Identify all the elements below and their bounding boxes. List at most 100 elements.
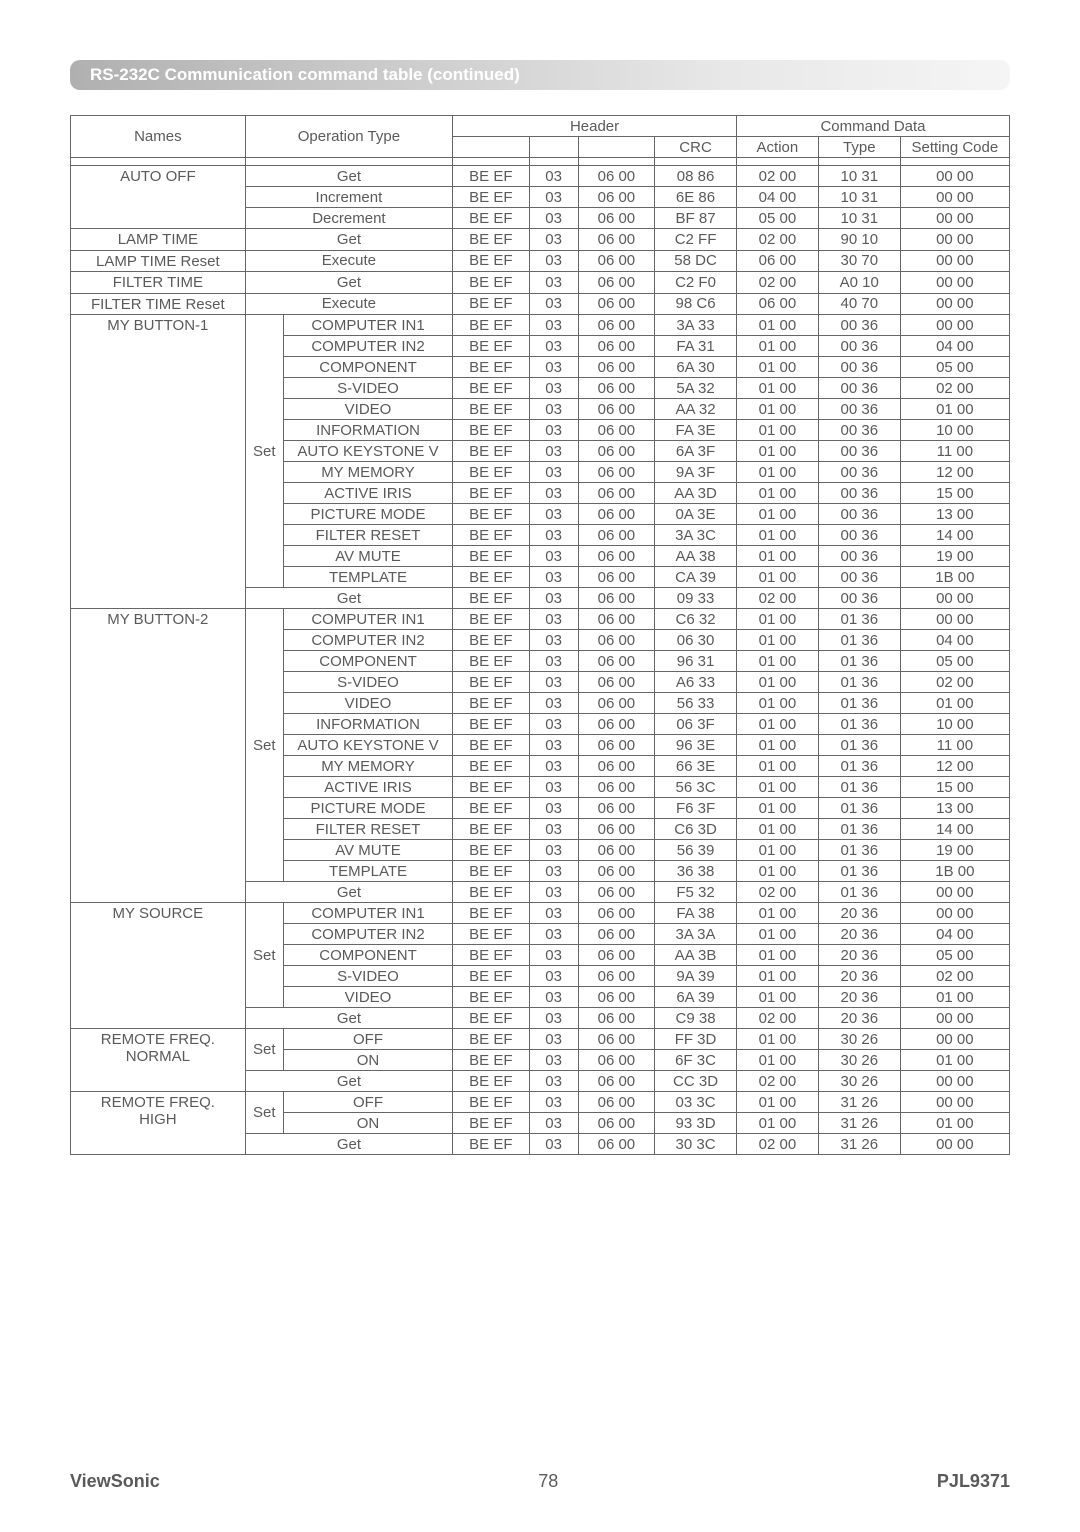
h3-cell: 06 00 bbox=[578, 525, 654, 546]
type-cell: 01 36 bbox=[818, 756, 900, 777]
th-names: Names bbox=[71, 116, 246, 158]
type-cell: 31 26 bbox=[818, 1113, 900, 1134]
type-cell: 31 26 bbox=[818, 1092, 900, 1113]
h1-cell: BE EF bbox=[453, 630, 529, 651]
h3-cell: 06 00 bbox=[578, 546, 654, 567]
setting-cell: 00 00 bbox=[900, 272, 1009, 294]
set-cell: Set bbox=[245, 1092, 283, 1134]
type-cell: 01 36 bbox=[818, 840, 900, 861]
action-cell: 01 00 bbox=[736, 504, 818, 525]
type-cell: 00 36 bbox=[818, 420, 900, 441]
h1-cell: BE EF bbox=[453, 462, 529, 483]
crc-cell: 6A 3F bbox=[655, 441, 737, 462]
type-cell: 01 36 bbox=[818, 672, 900, 693]
th-header: Header bbox=[453, 116, 737, 137]
crc-cell: 58 DC bbox=[655, 250, 737, 272]
op-cell: Increment bbox=[245, 187, 452, 208]
action-cell: 01 00 bbox=[736, 714, 818, 735]
action-cell: 05 00 bbox=[736, 208, 818, 229]
th-commanddata: Command Data bbox=[736, 116, 1009, 137]
h3-cell: 06 00 bbox=[578, 924, 654, 945]
crc-cell: 03 3C bbox=[655, 1092, 737, 1113]
h2-cell: 03 bbox=[529, 378, 578, 399]
h1-cell: BE EF bbox=[453, 1092, 529, 1113]
h1-cell: BE EF bbox=[453, 735, 529, 756]
setting-cell: 13 00 bbox=[900, 798, 1009, 819]
setting-cell: 15 00 bbox=[900, 483, 1009, 504]
h3-cell: 06 00 bbox=[578, 1113, 654, 1134]
h2-cell: 03 bbox=[529, 735, 578, 756]
h1-cell: BE EF bbox=[453, 819, 529, 840]
th-crc: CRC bbox=[655, 137, 737, 158]
op-cell: AV MUTE bbox=[283, 546, 452, 567]
setting-cell: 00 00 bbox=[900, 187, 1009, 208]
op-cell: COMPUTER IN2 bbox=[283, 630, 452, 651]
crc-cell: 93 3D bbox=[655, 1113, 737, 1134]
crc-cell: CA 39 bbox=[655, 567, 737, 588]
action-cell: 01 00 bbox=[736, 651, 818, 672]
setting-cell: 00 00 bbox=[900, 903, 1009, 924]
crc-cell: 56 3C bbox=[655, 777, 737, 798]
name-cell: FILTER TIME bbox=[71, 272, 246, 294]
op-cell: VIDEO bbox=[283, 399, 452, 420]
h1-cell: BE EF bbox=[453, 987, 529, 1008]
setting-cell: 02 00 bbox=[900, 672, 1009, 693]
h2-cell: 03 bbox=[529, 777, 578, 798]
h2-cell: 03 bbox=[529, 798, 578, 819]
th-optype: Operation Type bbox=[245, 116, 452, 158]
h3-cell: 06 00 bbox=[578, 336, 654, 357]
crc-cell: 36 38 bbox=[655, 861, 737, 882]
h2-cell: 03 bbox=[529, 903, 578, 924]
crc-cell: AA 3B bbox=[655, 945, 737, 966]
h1-cell: BE EF bbox=[453, 882, 529, 903]
action-cell: 01 00 bbox=[736, 336, 818, 357]
h2-cell: 03 bbox=[529, 483, 578, 504]
h3-cell: 06 00 bbox=[578, 1029, 654, 1050]
setting-cell: 19 00 bbox=[900, 840, 1009, 861]
h2-cell: 03 bbox=[529, 525, 578, 546]
op-cell: PICTURE MODE bbox=[283, 504, 452, 525]
h3-cell: 06 00 bbox=[578, 735, 654, 756]
crc-cell: C6 3D bbox=[655, 819, 737, 840]
h1-cell: BE EF bbox=[453, 651, 529, 672]
action-cell: 01 00 bbox=[736, 987, 818, 1008]
action-cell: 02 00 bbox=[736, 272, 818, 294]
h1-cell: BE EF bbox=[453, 229, 529, 251]
setting-cell: 19 00 bbox=[900, 546, 1009, 567]
h1-cell: BE EF bbox=[453, 924, 529, 945]
table-row: AUTO OFFGetBE EF0306 0008 8602 0010 3100… bbox=[71, 166, 1010, 187]
h1-cell: BE EF bbox=[453, 1134, 529, 1155]
setting-cell: 11 00 bbox=[900, 441, 1009, 462]
type-cell: 01 36 bbox=[818, 819, 900, 840]
footer-page: 78 bbox=[538, 1471, 558, 1492]
crc-cell: FF 3D bbox=[655, 1029, 737, 1050]
op-cell: OFF bbox=[283, 1092, 452, 1113]
action-cell: 01 00 bbox=[736, 861, 818, 882]
setting-cell: 11 00 bbox=[900, 735, 1009, 756]
h2-cell: 03 bbox=[529, 546, 578, 567]
action-cell: 01 00 bbox=[736, 315, 818, 336]
h3-cell: 06 00 bbox=[578, 187, 654, 208]
action-cell: 01 00 bbox=[736, 609, 818, 630]
h2-cell: 03 bbox=[529, 1092, 578, 1113]
h1-cell: BE EF bbox=[453, 714, 529, 735]
op-cell: COMPONENT bbox=[283, 651, 452, 672]
action-cell: 01 00 bbox=[736, 525, 818, 546]
table-row: MY BUTTON-1SetCOMPUTER IN1BE EF0306 003A… bbox=[71, 315, 1010, 336]
h2-cell: 03 bbox=[529, 672, 578, 693]
op-cell: COMPUTER IN2 bbox=[283, 924, 452, 945]
h3-cell: 06 00 bbox=[578, 1050, 654, 1071]
crc-cell: 06 3F bbox=[655, 714, 737, 735]
op-cell: Get bbox=[245, 1071, 452, 1092]
op-cell: ACTIVE IRIS bbox=[283, 483, 452, 504]
table-body: AUTO OFFGetBE EF0306 0008 8602 0010 3100… bbox=[71, 158, 1010, 1155]
op-cell: PICTURE MODE bbox=[283, 798, 452, 819]
setting-cell: 12 00 bbox=[900, 756, 1009, 777]
crc-cell: AA 38 bbox=[655, 546, 737, 567]
action-cell: 01 00 bbox=[736, 777, 818, 798]
crc-cell: F6 3F bbox=[655, 798, 737, 819]
h2-cell: 03 bbox=[529, 945, 578, 966]
setting-cell: 01 00 bbox=[900, 987, 1009, 1008]
h1-cell: BE EF bbox=[453, 208, 529, 229]
type-cell: 01 36 bbox=[818, 861, 900, 882]
